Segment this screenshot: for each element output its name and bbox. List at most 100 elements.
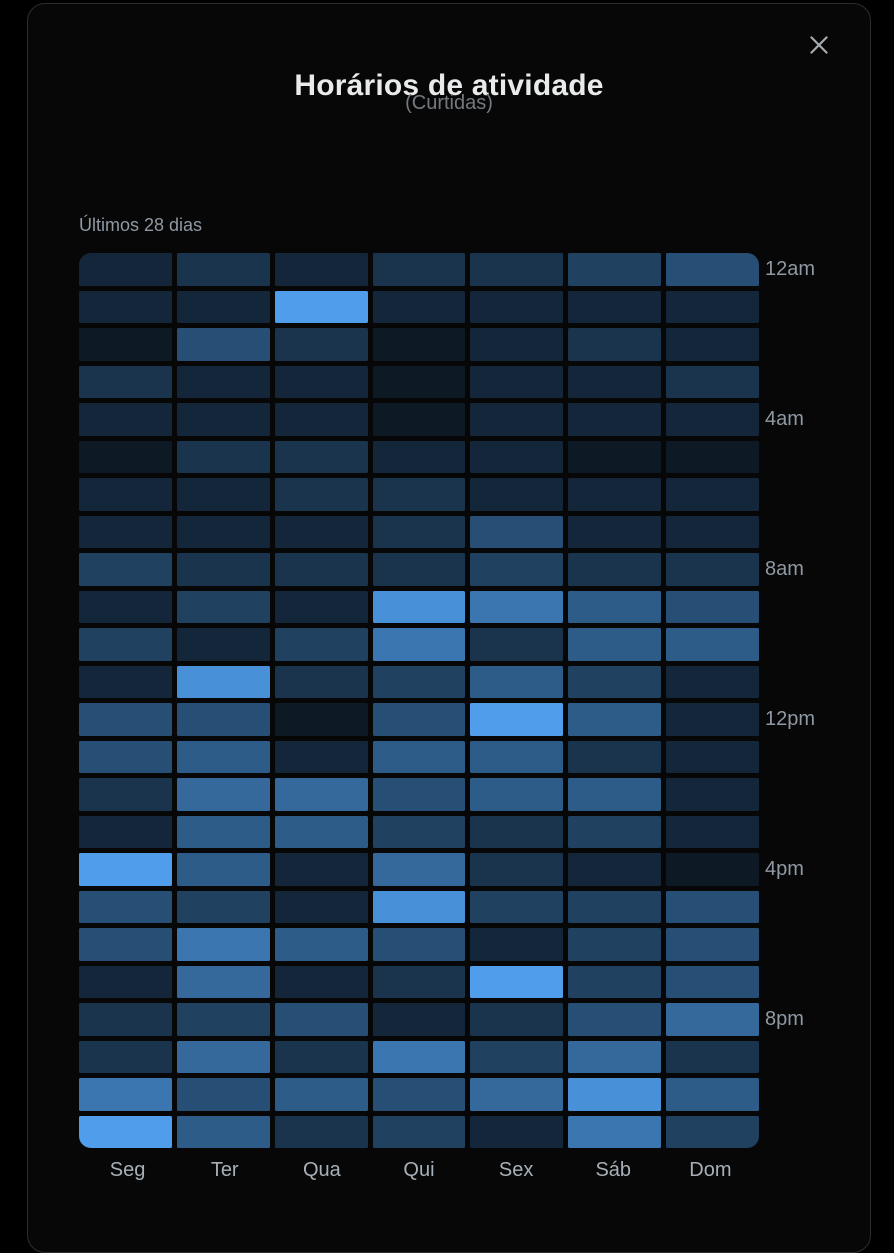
heatmap-cell-Sáb-h3 (568, 365, 662, 398)
modal-title: Horários de atividade (294, 69, 604, 103)
heatmap-cell-Ter-h7 (176, 515, 270, 548)
heatmap-cell-Sáb-h7 (568, 515, 662, 548)
heatmap-cell-Sáb-h8 (568, 553, 662, 586)
heatmap-cell-Qui-h12 (372, 703, 466, 736)
day-label-Ter: Ter (210, 1159, 239, 1181)
heatmap-cell-Dom-h19 (666, 965, 759, 998)
heatmap-cell-Sex-h18 (470, 928, 564, 961)
day-label-Dom: Dom (689, 1159, 732, 1181)
heatmap-cell-Seg-h9 (79, 590, 172, 623)
heatmap-cell-Dom-h7 (666, 515, 759, 548)
heatmap-cell-Sáb-h2 (568, 328, 662, 361)
heatmap-cell-Ter-h14 (176, 778, 270, 811)
heatmap-cell-Dom-h21 (666, 1040, 759, 1073)
heatmap-cell-Qua-h9 (274, 590, 368, 623)
heatmap-cell-Sáb-h13 (568, 740, 662, 773)
day-label-Sex: Sex (498, 1159, 534, 1181)
heatmap-cell-Dom-h10 (666, 628, 759, 661)
activity-heatmap (79, 253, 759, 1148)
heatmap-cell-Qui-h9 (372, 590, 466, 623)
modal-subtitle: (Curtidas) (405, 92, 493, 114)
heatmap-cell-Dom-h6 (666, 478, 759, 511)
heatmap-cell-Qui-h6 (372, 478, 466, 511)
heatmap-cell-Dom-h12 (666, 703, 759, 736)
heatmap-cell-Sex-h3 (470, 365, 564, 398)
heatmap-cell-Seg-h3 (79, 365, 172, 398)
hour-label-12am: 12am (765, 258, 816, 280)
heatmap-cell-Sáb-h12 (568, 703, 662, 736)
heatmap-cell-Qui-h15 (372, 815, 466, 848)
heatmap-cell-Dom-h4 (666, 403, 759, 436)
heatmap-cell-Sex-h5 (470, 440, 564, 473)
heatmap-cell-Seg-h21 (79, 1040, 172, 1073)
heatmap-cell-Sex-h12 (470, 703, 564, 736)
day-label-Seg: Seg (109, 1159, 146, 1181)
heatmap-cell-Qua-h17 (274, 890, 368, 923)
heatmap-cell-Ter-h15 (176, 815, 270, 848)
heatmap-cell-Ter-h8 (176, 553, 270, 586)
heatmap-cell-Sex-h9 (470, 590, 564, 623)
heatmap-cell-Dom-h15 (666, 815, 759, 848)
heatmap-cell-Sex-h14 (470, 778, 564, 811)
heatmap-cell-Seg-h19 (79, 965, 172, 998)
heatmap-cell-Seg-h1 (79, 290, 172, 323)
heatmap-cell-Sáb-h6 (568, 478, 662, 511)
heatmap-cell-Qua-h15 (274, 815, 368, 848)
heatmap-cell-Qua-h12 (274, 703, 368, 736)
heatmap-cell-Qui-h2 (372, 328, 466, 361)
heatmap-cell-Qua-h5 (274, 440, 368, 473)
heatmap-cell-Qua-h20 (274, 1003, 368, 1036)
close-button[interactable] (799, 25, 839, 65)
heatmap-cell-Sex-h10 (470, 628, 564, 661)
heatmap-cell-Sex-h19 (470, 965, 564, 998)
heatmap-cell-Dom-h13 (666, 740, 759, 773)
period-label: Últimos 28 dias (79, 215, 203, 235)
heatmap-cell-Seg-h5 (79, 440, 172, 473)
day-label-Sáb: Sáb (595, 1159, 632, 1181)
heatmap-cell-Dom-h11 (666, 665, 759, 698)
heatmap-cell-Sáb-h9 (568, 590, 662, 623)
heatmap-cell-Dom-h3 (666, 365, 759, 398)
heatmap-cell-Dom-h18 (666, 928, 759, 961)
heatmap-cell-Qui-h3 (372, 365, 466, 398)
heatmap-cell-Sáb-h16 (568, 853, 662, 886)
heatmap-cell-Seg-h12 (79, 703, 172, 736)
heatmap-cell-Qua-h6 (274, 478, 368, 511)
heatmap-cell-Qui-h16 (372, 853, 466, 886)
heatmap-cell-Sex-h13 (470, 740, 564, 773)
heatmap-cell-Dom-h16 (666, 853, 759, 886)
heatmap-cell-Seg-h18 (79, 928, 172, 961)
heatmap-cell-Dom-h22 (666, 1078, 759, 1111)
heatmap-cell-Sáb-h23 (568, 1115, 662, 1148)
heatmap-cell-Seg-h20 (79, 1003, 172, 1036)
heatmap-cell-Seg-h17 (79, 890, 172, 923)
heatmap-cell-Seg-h7 (79, 515, 172, 548)
heatmap-cell-Seg-h2 (79, 328, 172, 361)
heatmap-cell-Sex-h21 (470, 1040, 564, 1073)
heatmap-cell-Ter-h1 (176, 290, 270, 323)
heatmap-cell-Ter-h17 (176, 890, 270, 923)
heatmap-cell-Qua-h0 (274, 253, 368, 286)
heatmap-cell-Ter-h4 (176, 403, 270, 436)
heatmap-cell-Qua-h8 (274, 553, 368, 586)
day-label-Qui: Qui (403, 1159, 435, 1181)
heatmap-cell-Qui-h19 (372, 965, 466, 998)
heatmap-cell-Sáb-h4 (568, 403, 662, 436)
heatmap-cell-Qua-h21 (274, 1040, 368, 1073)
hour-label-12pm: 12pm (765, 708, 816, 730)
heatmap-cell-Qui-h4 (372, 403, 466, 436)
heatmap-cell-Sáb-h18 (568, 928, 662, 961)
heatmap-cell-Sáb-h10 (568, 628, 662, 661)
heatmap-cell-Seg-h8 (79, 553, 172, 586)
heatmap-cell-Qui-h10 (372, 628, 466, 661)
heatmap-cell-Sex-h2 (470, 328, 564, 361)
heatmap-cell-Ter-h10 (176, 628, 270, 661)
heatmap-cell-Seg-h16 (79, 853, 172, 886)
heatmap-cell-Ter-h12 (176, 703, 270, 736)
heatmap-cell-Sáb-h0 (568, 253, 662, 286)
heatmap-cell-Sex-h22 (470, 1078, 564, 1111)
heatmap-cell-Qua-h10 (274, 628, 368, 661)
day-label-Qua: Qua (302, 1159, 341, 1181)
heatmap-cell-Sex-h17 (470, 890, 564, 923)
heatmap-cell-Dom-h1 (666, 290, 759, 323)
